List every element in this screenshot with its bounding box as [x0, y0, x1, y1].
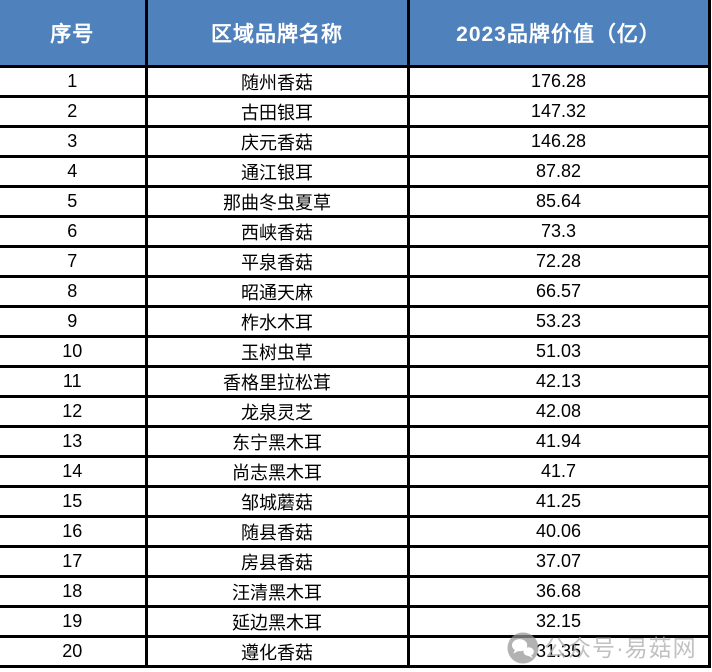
rank-cell: 7: [0, 245, 148, 278]
rank-cell: 3: [0, 125, 148, 158]
brand-value-cell: 87.82: [406, 155, 711, 188]
rank-cell: 19: [0, 605, 148, 638]
header-rank: 序号: [0, 0, 148, 68]
brand-value-cell: 51.03: [406, 335, 711, 368]
table-body: 1 随州香菇 176.28 2 古田银耳 147.32 3 庆元香菇 146.28 4 通江银耳 87…: [0, 65, 711, 668]
brand-value-cell: 146.28: [406, 125, 711, 158]
table-row: 12 龙泉灵芝 42.08: [0, 395, 711, 428]
brand-value-cell: 42.13: [406, 365, 711, 398]
rank-cell: 17: [0, 545, 148, 578]
table-row: 15 邹城蘑菇 41.25: [0, 485, 711, 518]
rank-cell: 2: [0, 95, 148, 128]
brand-name-cell: 邹城蘑菇: [144, 485, 410, 518]
table-row: 20 遵化香菇 31.35: [0, 635, 711, 668]
table-row: 7 平泉香菇 72.28: [0, 245, 711, 278]
rank-cell: 11: [0, 365, 148, 398]
brand-value-cell: 32.15: [406, 605, 711, 638]
table-row: 19 延边黑木耳 32.15: [0, 605, 711, 638]
table-row: 17 房县香菇 37.07: [0, 545, 711, 578]
table-row: 8 昭通天麻 66.57: [0, 275, 711, 308]
brand-name-cell: 西峡香菇: [144, 215, 410, 248]
table-row: 6 西峡香菇 73.3: [0, 215, 711, 248]
brand-name-cell: 柞水木耳: [144, 305, 410, 338]
brand-name-cell: 尚志黑木耳: [144, 455, 410, 488]
table-row: 10 玉树虫草 51.03: [0, 335, 711, 368]
brand-name-cell: 东宁黑木耳: [144, 425, 410, 458]
header-row: 序号 区域品牌名称 2023品牌价值（亿）: [0, 0, 711, 68]
brand-name-cell: 通江银耳: [144, 155, 410, 188]
brand-name-cell: 庆元香菇: [144, 125, 410, 158]
brand-value-cell: 147.32: [406, 95, 711, 128]
brand-value-cell: 73.3: [406, 215, 711, 248]
rank-cell: 15: [0, 485, 148, 518]
rank-cell: 8: [0, 275, 148, 308]
brand-name-cell: 汪清黑木耳: [144, 575, 410, 608]
rank-cell: 9: [0, 305, 148, 338]
rank-cell: 13: [0, 425, 148, 458]
rank-cell: 4: [0, 155, 148, 188]
brand-name-cell: 香格里拉松茸: [144, 365, 410, 398]
brand-value-cell: 42.08: [406, 395, 711, 428]
brand-name-cell: 昭通天麻: [144, 275, 410, 308]
brand-name-cell: 古田银耳: [144, 95, 410, 128]
brand-value-cell: 53.23: [406, 305, 711, 338]
header-brand-value: 2023品牌价值（亿）: [406, 0, 711, 68]
table-row: 4 通江银耳 87.82: [0, 155, 711, 188]
brand-value-cell: 41.25: [406, 485, 711, 518]
rank-cell: 14: [0, 455, 148, 488]
rank-cell: 20: [0, 635, 148, 668]
brand-value-cell: 31.35: [406, 635, 711, 668]
table-row: 5 那曲冬虫夏草 85.64: [0, 185, 711, 218]
rank-cell: 12: [0, 395, 148, 428]
table-row: 11 香格里拉松茸 42.13: [0, 365, 711, 398]
brand-name-cell: 随州香菇: [144, 65, 410, 98]
header-brand-name: 区域品牌名称: [144, 0, 410, 68]
rank-cell: 6: [0, 215, 148, 248]
brand-value-cell: 36.68: [406, 575, 711, 608]
brand-name-cell: 平泉香菇: [144, 245, 410, 278]
brand-name-cell: 随县香菇: [144, 515, 410, 548]
table-row: 18 汪清黑木耳 36.68: [0, 575, 711, 608]
table-row: 1 随州香菇 176.28: [0, 65, 711, 98]
table-row: 2 古田银耳 147.32: [0, 95, 711, 128]
brand-value-cell: 176.28: [406, 65, 711, 98]
brand-value-cell: 66.57: [406, 275, 711, 308]
rank-cell: 18: [0, 575, 148, 608]
brand-value-cell: 85.64: [406, 185, 711, 218]
brand-name-cell: 那曲冬虫夏草: [144, 185, 410, 218]
table-row: 9 柞水木耳 53.23: [0, 305, 711, 338]
rank-cell: 1: [0, 65, 148, 98]
table-row: 3 庆元香菇 146.28: [0, 125, 711, 158]
rank-cell: 5: [0, 185, 148, 218]
brand-name-cell: 遵化香菇: [144, 635, 410, 668]
brand-name-cell: 延边黑木耳: [144, 605, 410, 638]
table-row: 14 尚志黑木耳 41.7: [0, 455, 711, 488]
brand-value-cell: 41.94: [406, 425, 711, 458]
brand-value-cell: 72.28: [406, 245, 711, 278]
brand-value-cell: 37.07: [406, 545, 711, 578]
brand-name-cell: 玉树虫草: [144, 335, 410, 368]
brand-name-cell: 龙泉灵芝: [144, 395, 410, 428]
table-row: 13 东宁黑木耳 41.94: [0, 425, 711, 458]
rank-cell: 10: [0, 335, 148, 368]
table-row: 16 随县香菇 40.06: [0, 515, 711, 548]
brand-value-cell: 41.7: [406, 455, 711, 488]
brand-name-cell: 房县香菇: [144, 545, 410, 578]
rank-cell: 16: [0, 515, 148, 548]
brand-value-cell: 40.06: [406, 515, 711, 548]
